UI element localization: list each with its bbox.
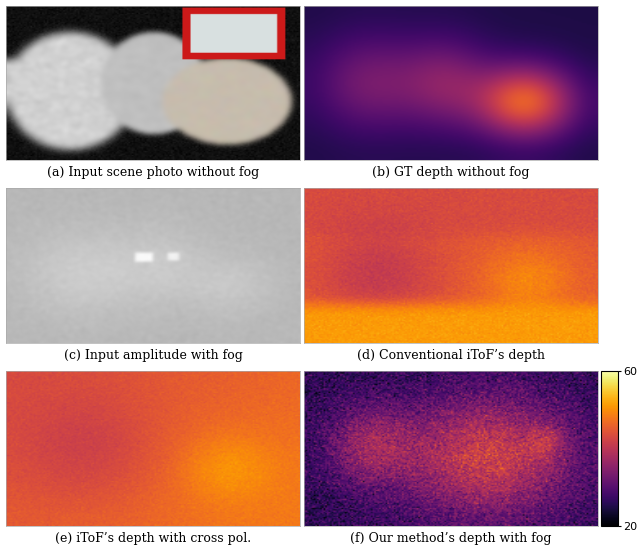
- Text: (d) Conventional iToF’s depth: (d) Conventional iToF’s depth: [357, 349, 545, 362]
- Text: (c) Input amplitude with fog: (c) Input amplitude with fog: [64, 349, 243, 362]
- Text: (a) Input scene photo without fog: (a) Input scene photo without fog: [47, 166, 259, 179]
- Text: (f) Our method’s depth with fog: (f) Our method’s depth with fog: [350, 532, 552, 545]
- Text: (b) GT depth without fog: (b) GT depth without fog: [372, 166, 530, 179]
- Text: (e) iToF’s depth with cross pol.: (e) iToF’s depth with cross pol.: [55, 532, 252, 545]
